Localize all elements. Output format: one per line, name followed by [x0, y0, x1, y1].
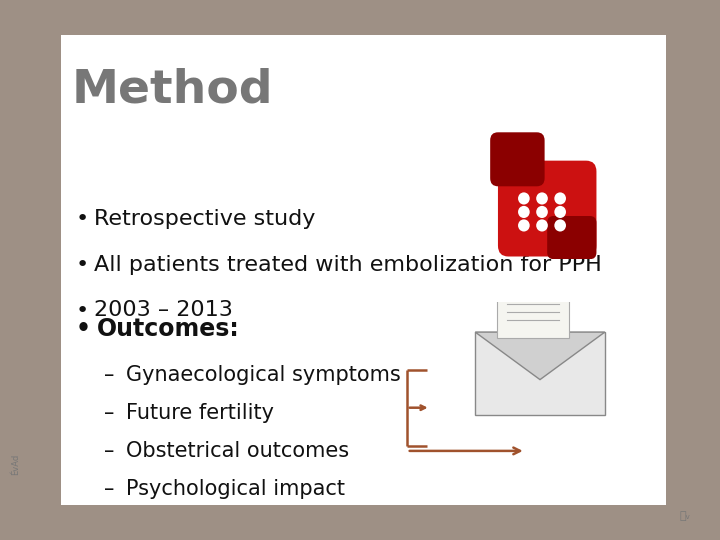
Text: Obstetrical outcomes: Obstetrical outcomes: [126, 441, 349, 461]
Text: Outcomes:: Outcomes:: [97, 318, 240, 341]
FancyBboxPatch shape: [61, 35, 666, 505]
Text: –: –: [104, 365, 114, 386]
Text: ⓒᵥ: ⓒᵥ: [680, 511, 691, 521]
Text: Future fertility: Future fertility: [126, 403, 274, 423]
Text: •: •: [76, 254, 89, 275]
Text: •: •: [76, 318, 91, 341]
Text: •: •: [76, 208, 89, 229]
Text: –: –: [104, 478, 114, 499]
Text: Psychological impact: Psychological impact: [126, 478, 345, 499]
Text: –: –: [104, 441, 114, 461]
Text: All patients treated with embolization for PPH: All patients treated with embolization f…: [94, 254, 601, 275]
Text: ÉvAd: ÉvAd: [11, 454, 20, 475]
Text: •: •: [76, 300, 89, 321]
Text: –: –: [104, 403, 114, 423]
Text: 2003 – 2013: 2003 – 2013: [94, 300, 233, 321]
Text: Retrospective study: Retrospective study: [94, 208, 315, 229]
Text: Method: Method: [72, 68, 274, 112]
Text: Gynaecological symptoms: Gynaecological symptoms: [126, 365, 401, 386]
